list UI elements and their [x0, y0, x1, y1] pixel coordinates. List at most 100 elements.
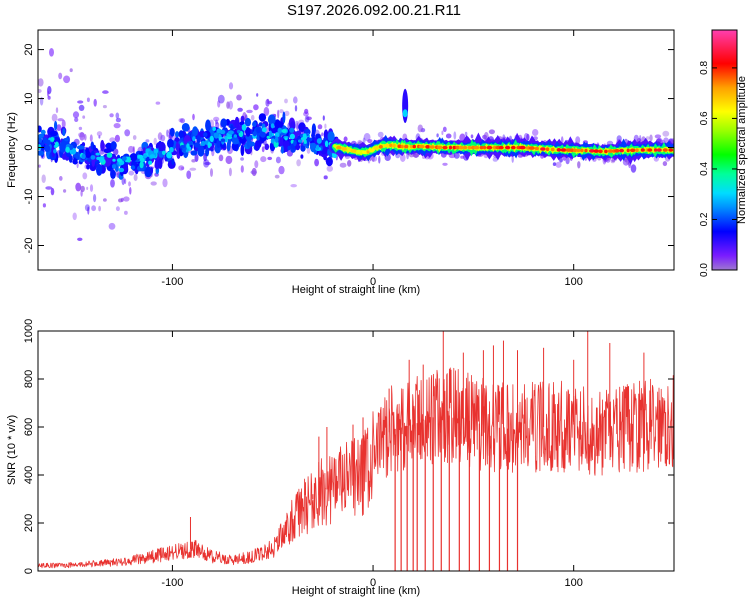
snr-frame	[37, 330, 675, 572]
ridge-core-point	[640, 148, 645, 152]
spectrogram-speckle	[663, 137, 669, 144]
spectrogram-blob	[171, 158, 175, 166]
spectrogram-peak	[233, 134, 237, 138]
spectrogram-peak	[227, 133, 232, 138]
spectrogram-speckle	[38, 78, 44, 87]
snr-y-label: SNR (10 * v/v)	[6, 415, 18, 485]
spectrogram-peak	[268, 130, 273, 138]
spectrogram-speckle	[347, 160, 352, 167]
spectrogram-blob	[91, 150, 95, 156]
ridge-core-point	[400, 144, 404, 149]
spectrogram-blob	[38, 150, 45, 156]
ridge-core-point	[404, 144, 409, 149]
spectrogram-blob	[282, 111, 286, 124]
spectrogram-peak	[69, 144, 74, 150]
colorbar-tick-label: 0.8	[699, 61, 710, 75]
spectrogram-blob	[175, 131, 180, 138]
ridge-core-point	[573, 148, 577, 153]
spectrogram-peak	[274, 132, 280, 138]
spectrogram-peak	[281, 129, 287, 133]
spectrogram-peak	[209, 135, 214, 143]
spectrogram-x-tick-label: -100	[161, 276, 183, 288]
snr-line	[38, 367, 674, 569]
spectrogram-blob	[258, 122, 263, 127]
spectrogram-blob	[205, 146, 210, 157]
spectrogram-speckle	[186, 170, 192, 179]
spectrogram-y-tick-label: -10	[23, 189, 35, 205]
spectrogram-speckle	[153, 137, 157, 146]
spectrogram-speckle	[113, 148, 119, 156]
spectrogram-speckle	[296, 159, 301, 167]
spectrogram-speckle	[226, 101, 230, 109]
snr-y-tick-label: 600	[23, 418, 35, 436]
spectrogram-peak	[306, 136, 311, 143]
spectrogram-speckle	[441, 130, 444, 136]
spectrogram-peak	[44, 145, 51, 153]
ridge-core-point	[350, 149, 358, 153]
spectrogram-speckle	[323, 175, 328, 180]
spectrogram-speckle	[442, 162, 448, 166]
spectrogram-blob	[264, 143, 270, 151]
spectrogram-speckle	[294, 105, 298, 112]
spectrogram-speckle	[662, 130, 670, 137]
spectrogram-speckle	[82, 115, 86, 119]
spectrogram-blob	[92, 144, 96, 151]
ridge-core-point	[482, 145, 487, 150]
spectrogram-speckle	[343, 136, 348, 142]
ridge-core-point	[362, 150, 367, 154]
ridge-core-point	[626, 148, 630, 153]
ridge-core-point	[389, 143, 393, 148]
spectrogram-speckle	[263, 106, 270, 116]
spectrogram-speckle	[61, 119, 66, 129]
colorbar-tick-label: 0.2	[699, 212, 710, 226]
ridge-core-point	[540, 147, 546, 151]
spectrogram-speckle	[436, 133, 439, 138]
spectrogram-y-tick-label: 20	[23, 43, 35, 55]
spectrogram-speckle	[42, 203, 47, 208]
spectrogram-peak	[112, 164, 116, 169]
spectrogram-speckle	[63, 75, 71, 84]
spectrogram-speckle	[124, 129, 131, 137]
spectrogram-peak	[213, 132, 219, 139]
spectrogram-peak	[180, 145, 186, 149]
ridge-core-point	[429, 145, 435, 149]
figure-title: S197.2026.092.00.21.R11	[287, 2, 461, 19]
spectrogram-speckle	[47, 90, 50, 97]
spectrogram-speckle	[555, 161, 562, 168]
spectrogram-peak	[212, 126, 216, 131]
spectrogram-blob	[103, 155, 112, 167]
spectrogram-speckle	[653, 155, 659, 162]
spectrogram-blob	[178, 130, 184, 139]
spectrogram-blob	[244, 117, 251, 127]
snr-y-tick-label: 0	[23, 568, 35, 574]
spectrogram-speckle	[191, 159, 196, 163]
spectrogram-speckle	[72, 111, 80, 119]
spectrogram-peak	[65, 146, 70, 153]
spectrogram-blob	[239, 135, 247, 144]
spectrogram-peak	[315, 145, 320, 150]
spectrogram-speckle	[460, 155, 465, 159]
spectrogram-blob	[181, 123, 190, 132]
spectrogram-speckle	[98, 135, 101, 139]
spectrogram-blob	[59, 141, 67, 153]
spectrogram-blob	[157, 158, 163, 170]
spectrogram-blob	[53, 136, 60, 144]
spectrogram-speckle	[616, 135, 622, 143]
ridge-core-point	[452, 145, 457, 150]
spectrogram-blob	[86, 164, 90, 170]
spectrogram-speckle	[296, 122, 299, 131]
snr-y-tick-label: 800	[23, 370, 35, 388]
ridge-core-point	[479, 145, 484, 150]
snr-x-tick-label: 100	[565, 577, 583, 589]
spectrogram-peak	[186, 143, 190, 149]
spectrogram-speckle	[45, 186, 53, 190]
spectrogram-speckle	[488, 129, 495, 135]
spectrogram-speckle	[84, 204, 90, 212]
spectrogram-blob	[325, 157, 333, 167]
ridge-core-point	[505, 145, 511, 150]
ridge-core-point	[458, 145, 464, 150]
spectrogram-spike-core	[402, 109, 408, 118]
spectrogram-speckle	[72, 212, 77, 221]
